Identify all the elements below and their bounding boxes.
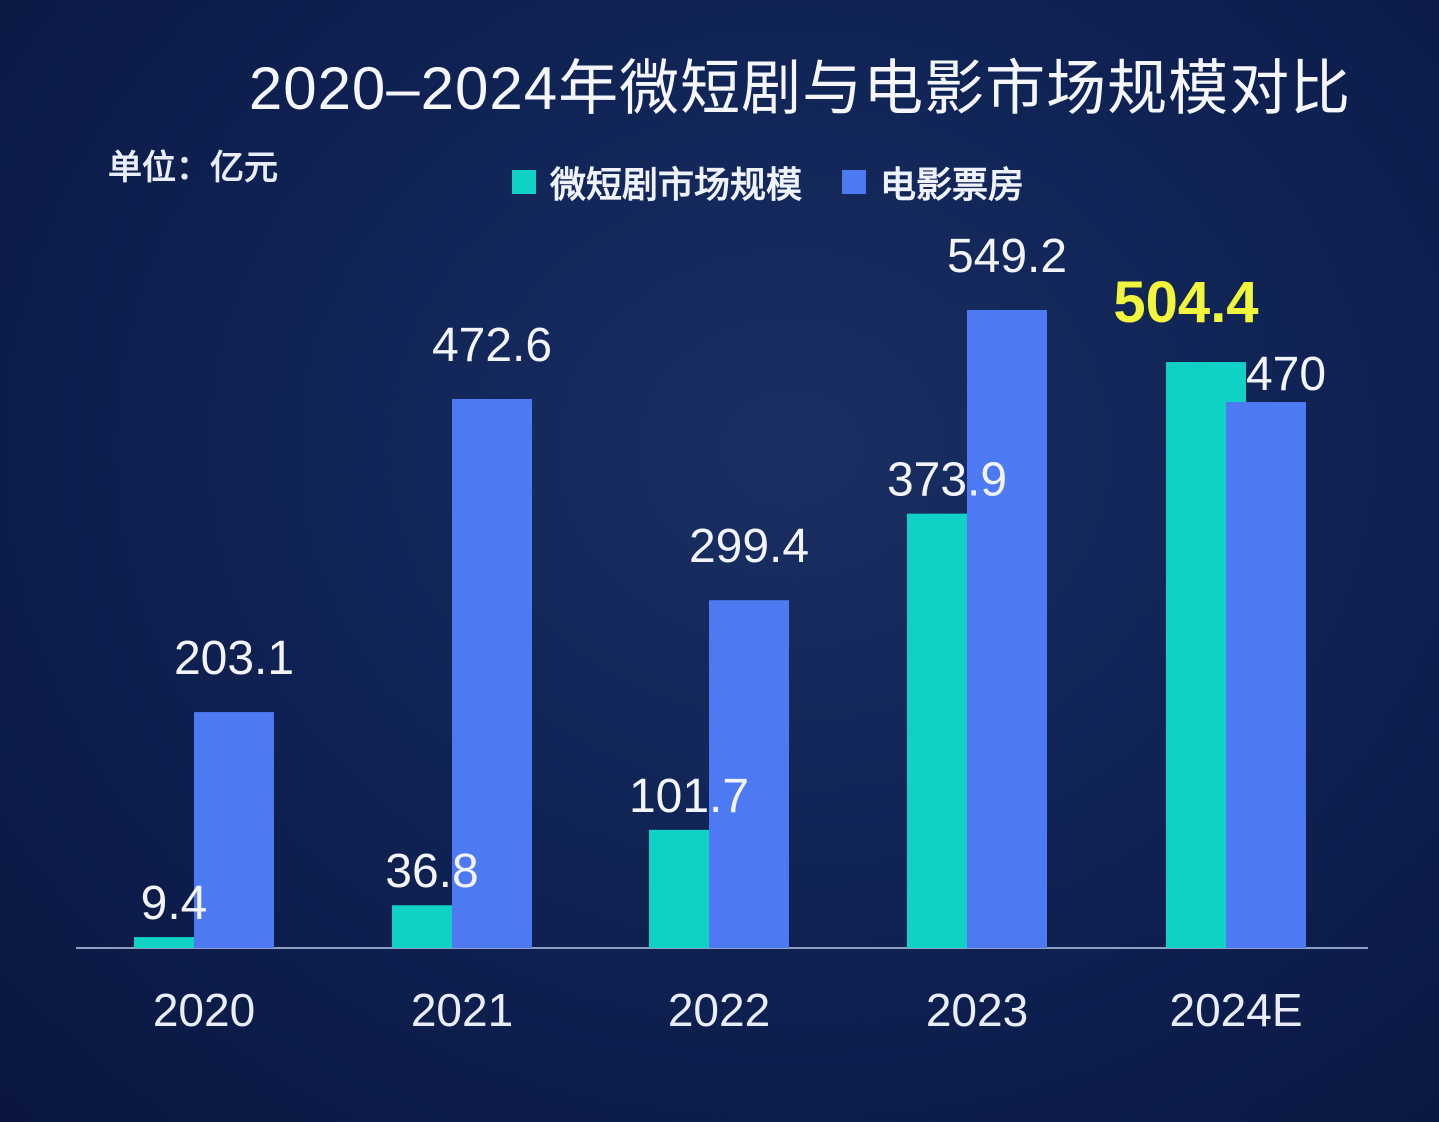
value-label-box-office: 299.4	[689, 520, 809, 573]
value-label-short-drama: 504.4	[1113, 270, 1258, 335]
value-label-short-drama: 373.9	[887, 454, 1007, 507]
bar-short-drama	[134, 937, 214, 948]
bar-box-office	[709, 600, 789, 948]
x-tick-label: 2022	[668, 984, 770, 1036]
legend-label-box-office: 电影票房	[880, 164, 1025, 205]
value-label-box-office: 203.1	[174, 632, 294, 685]
x-tick-label: 2021	[411, 984, 513, 1036]
x-tick-label: 2020	[153, 984, 255, 1036]
bar-box-office	[194, 712, 274, 948]
legend-swatch-box-office	[842, 170, 867, 194]
legend-item-box-office: 电影票房	[842, 156, 1024, 208]
chart-title: 2020–2024年微短剧与电影市场规模对比	[248, 55, 1352, 122]
value-label-short-drama: 36.8	[385, 845, 478, 898]
x-tick-label: 2024E	[1169, 984, 1302, 1036]
legend-swatch-short-drama	[512, 170, 536, 194]
bar-box-office	[967, 310, 1047, 948]
bar-box-office	[1226, 402, 1306, 948]
value-label-box-office: 472.6	[432, 319, 552, 372]
unit-label: 单位：亿元	[108, 149, 278, 187]
value-label-box-office: 470	[1246, 348, 1326, 401]
value-label-box-office: 549.2	[947, 230, 1067, 283]
legend-label-short-drama: 微短剧市场规模	[550, 164, 803, 205]
bar-box-office	[452, 398, 532, 948]
legend-item-short-drama: 微短剧市场规模	[512, 156, 802, 208]
value-label-short-drama: 9.4	[141, 877, 208, 930]
value-label-short-drama: 101.7	[629, 770, 749, 823]
x-tick-label: 2023	[926, 984, 1028, 1036]
legend: 微短剧市场规模 电影票房	[512, 156, 1024, 208]
